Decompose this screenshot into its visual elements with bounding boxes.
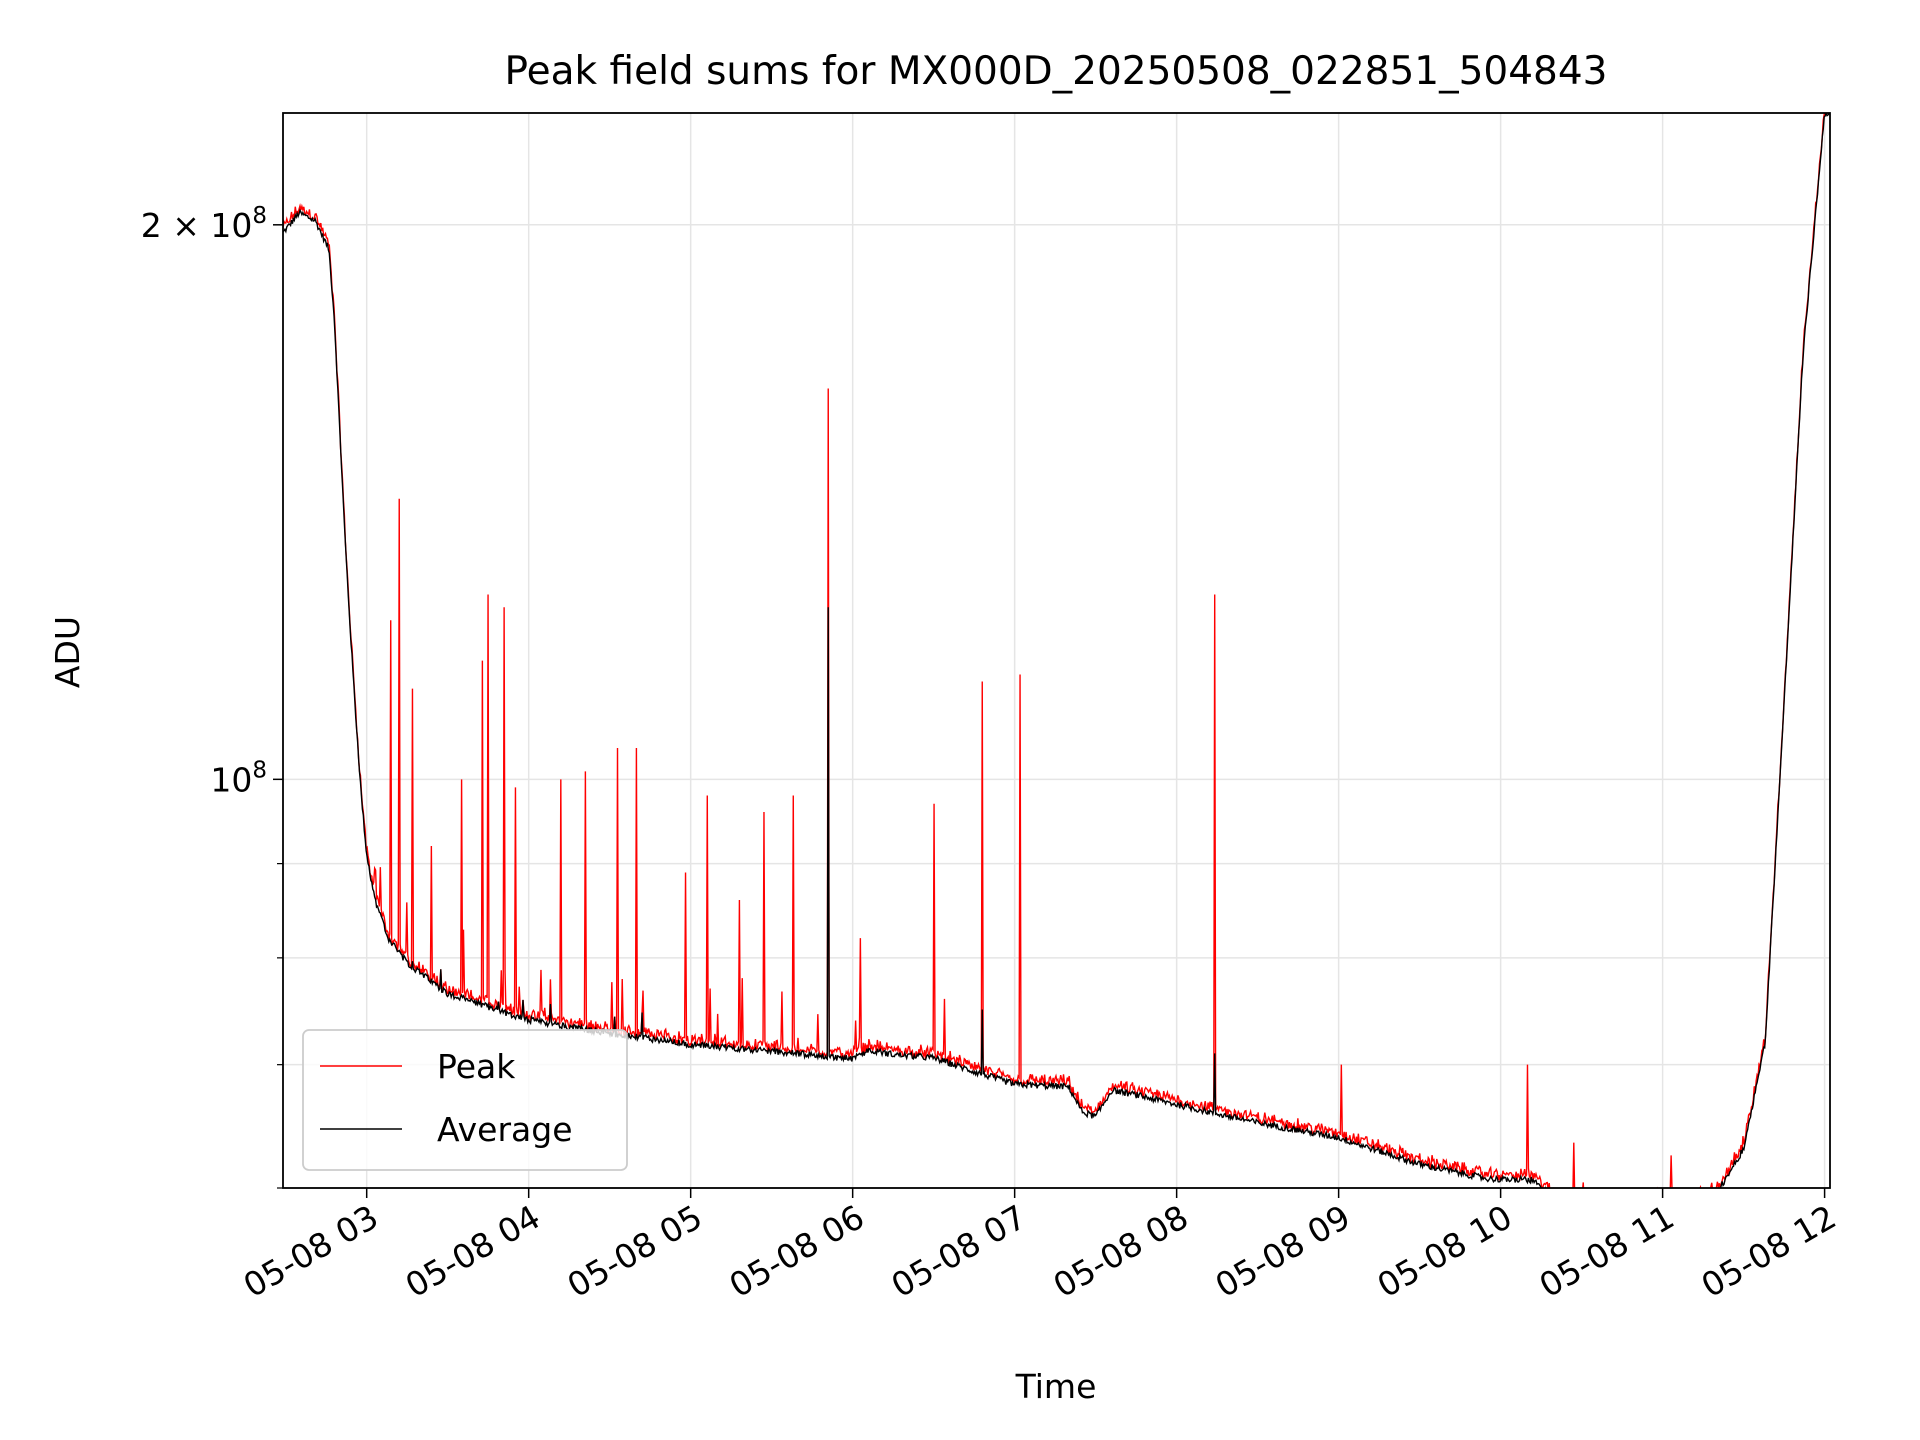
grid — [283, 113, 1830, 1189]
y-tick-label: 2 × 108 — [141, 203, 267, 245]
legend-box — [302, 1029, 628, 1171]
series-peak-line — [283, 113, 1830, 1188]
legend-label-average: Average — [437, 1110, 573, 1149]
y-axis-label: ADU — [48, 616, 87, 688]
series-average-line — [283, 113, 1830, 1188]
legend: Peak Average — [302, 1029, 628, 1171]
y-tick-label: 108 — [210, 757, 267, 799]
legend-label-peak: Peak — [437, 1047, 516, 1086]
y-axis-ticks: 2 × 108 108 — [141, 203, 283, 1189]
axes-frame — [282, 112, 1831, 1189]
x-axis-label: Time — [1015, 1367, 1097, 1406]
plot-area — [283, 113, 1830, 1188]
chart-title: Peak field sums for MX000D_20250508_0228… — [505, 49, 1608, 94]
